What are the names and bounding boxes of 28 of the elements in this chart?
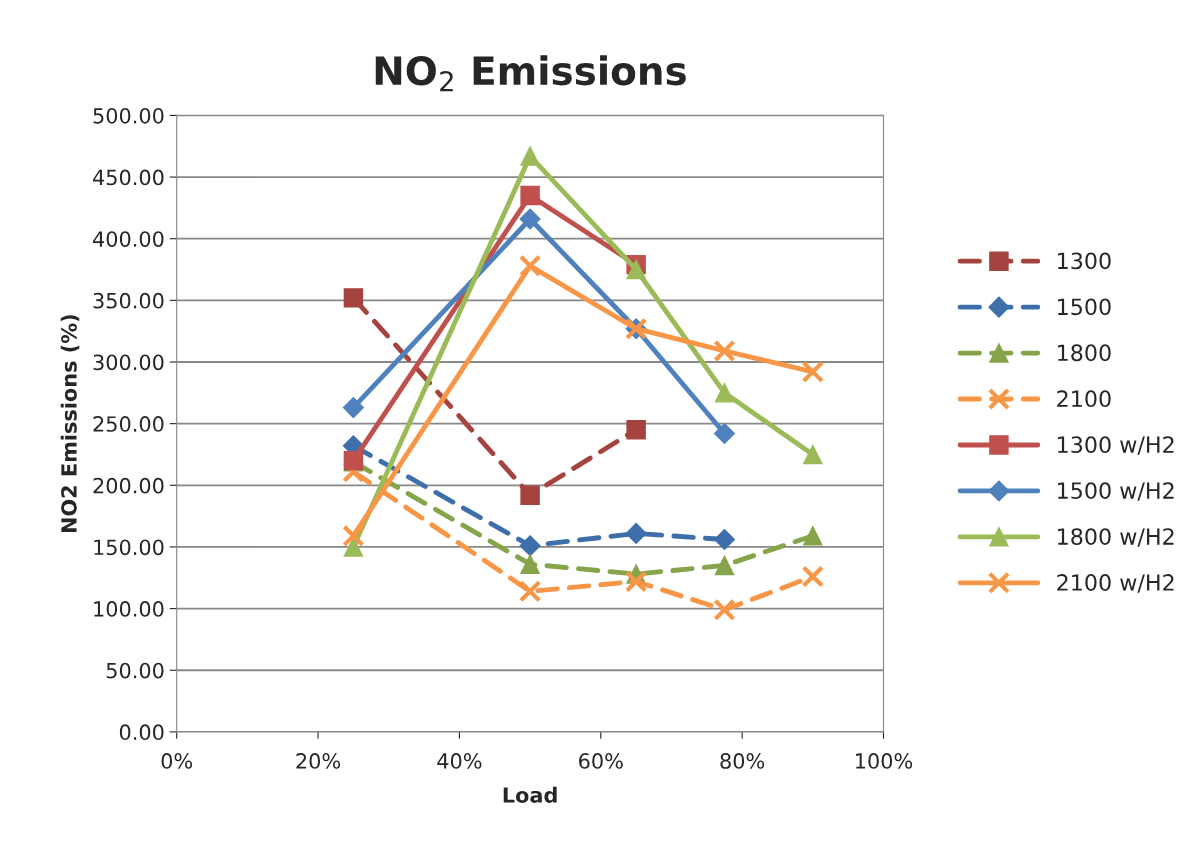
- x-tick-label: 80%: [720, 753, 765, 769]
- legend-label: 1800: [1058, 344, 1111, 362]
- y-tick-label: 250.00: [93, 416, 164, 432]
- y-tick-label: 350.00: [93, 292, 164, 309]
- y-tick-label: 150.00: [94, 539, 164, 556]
- legend-label: 2100 w/H2: [1057, 574, 1174, 593]
- legend-label: 1500 w/H2: [1058, 482, 1174, 501]
- x-tick-label: 20%: [296, 753, 341, 769]
- y-tick-label: 100.00: [94, 601, 164, 617]
- y-tick-label: 200.00: [93, 477, 164, 494]
- y-tick-label: 500.00: [93, 107, 164, 124]
- x-tick-label: 60%: [579, 753, 623, 769]
- x-tick-label: 0%: [161, 753, 193, 769]
- x-tick-label: 40%: [437, 753, 482, 769]
- legend-label: 1300 w/H2: [1058, 436, 1174, 455]
- x-tick-label: 100%: [856, 753, 913, 769]
- y-tick-label: 0.00: [119, 724, 164, 741]
- legend-label: 1800 w/H2: [1058, 528, 1174, 547]
- y-tick-label: 50.00: [106, 662, 164, 679]
- x-axis-title: Load: [503, 786, 557, 803]
- y-tick-label: 300.00: [93, 354, 164, 371]
- legend-label: 2100: [1057, 390, 1111, 408]
- chart-title: NO$_{2}$ Emissions: [375, 55, 686, 92]
- y-axis-title: NO2 Emissions (%): [60, 315, 80, 533]
- legend-label: 1300: [1058, 252, 1111, 270]
- y-tick-label: 450.00: [93, 169, 164, 186]
- y-tick-label: 400.00: [93, 231, 164, 247]
- legend-label: 1500: [1058, 298, 1111, 316]
